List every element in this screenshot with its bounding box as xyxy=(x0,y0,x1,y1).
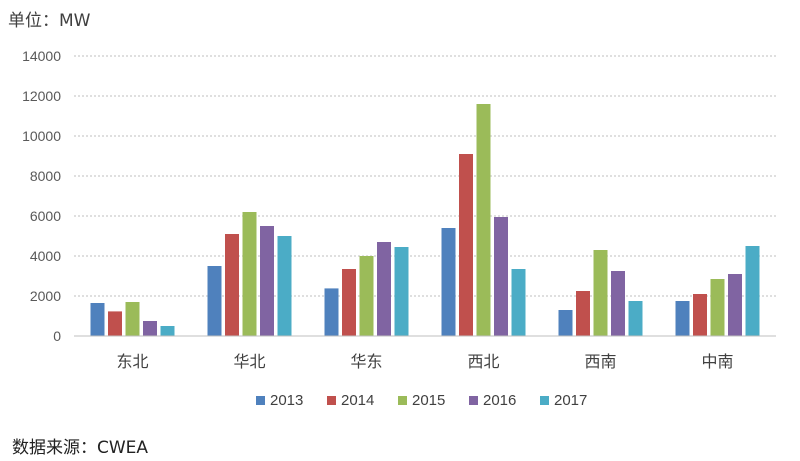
legend-swatch-2014 xyxy=(327,396,336,405)
source-label: 数据来源：CWEA xyxy=(12,438,149,458)
bar-2015-0 xyxy=(125,302,140,336)
bar-2015-4 xyxy=(593,250,608,336)
y-tick-label: 4000 xyxy=(30,248,61,264)
y-tick-label: 2000 xyxy=(30,288,61,304)
bar-2015-5 xyxy=(710,279,725,336)
bar-2016-4 xyxy=(611,271,625,336)
x-axis-categories: 东北 华北 华东 西北 西南 中南 xyxy=(116,352,733,371)
legend-label: 2016 xyxy=(483,392,516,409)
bar-2017-3 xyxy=(511,269,526,336)
bar-2017-5 xyxy=(745,246,760,336)
x-category-label: 中南 xyxy=(701,352,733,371)
bar-2015-1 xyxy=(242,212,257,336)
bar-2013-2 xyxy=(324,288,339,336)
bar-2015-2 xyxy=(359,256,374,336)
y-tick-label: 14000 xyxy=(22,48,61,64)
x-category-label: 西北 xyxy=(467,352,499,371)
legend-label: 2017 xyxy=(554,392,587,409)
bar-2014-4 xyxy=(576,291,590,336)
legend-swatch-2017 xyxy=(540,396,549,405)
x-category-label: 华东 xyxy=(350,352,382,371)
x-category-label: 西南 xyxy=(584,352,616,371)
y-tick-label: 12000 xyxy=(22,88,61,104)
bar-2014-0 xyxy=(108,311,122,336)
bar-2014-1 xyxy=(225,234,239,336)
bar-2016-2 xyxy=(377,242,391,336)
legend-label: 2013 xyxy=(270,392,303,409)
bar-2013-0 xyxy=(90,303,105,336)
y-tick-label: 8000 xyxy=(30,168,61,184)
x-category-label: 东北 xyxy=(116,352,148,371)
bar-2014-3 xyxy=(459,154,473,336)
unit-label: 单位：MW xyxy=(8,11,91,31)
bar-2014-2 xyxy=(342,269,356,336)
y-tick-label: 10000 xyxy=(22,128,61,144)
bars xyxy=(90,104,760,336)
bar-2015-3 xyxy=(476,104,491,336)
y-tick-label: 6000 xyxy=(30,208,61,224)
legend-label: 2014 xyxy=(341,392,374,409)
bar-2014-5 xyxy=(693,294,707,336)
bar-2013-3 xyxy=(441,228,456,336)
bar-2017-4 xyxy=(628,301,643,336)
x-category-label: 华北 xyxy=(233,352,265,371)
bar-2016-0 xyxy=(143,321,157,336)
y-axis-ticks: 0 2000 4000 6000 8000 10000 12000 14000 xyxy=(22,48,61,344)
legend-swatch-2015 xyxy=(398,396,407,405)
bar-2013-4 xyxy=(558,310,573,336)
bar-2013-1 xyxy=(207,266,222,336)
gridlines xyxy=(74,55,776,297)
y-tick-label: 0 xyxy=(53,328,61,344)
legend-label: 2015 xyxy=(412,392,445,409)
legend-swatch-2016 xyxy=(469,396,478,405)
legend-swatch-2013 xyxy=(256,396,265,405)
bar-2016-1 xyxy=(260,226,274,336)
bar-2016-5 xyxy=(728,274,742,336)
bar-2013-5 xyxy=(675,301,690,336)
bar-2017-0 xyxy=(160,326,175,336)
bar-2017-1 xyxy=(277,236,292,336)
bar-2017-2 xyxy=(394,247,409,336)
legend: 2013 2014 2015 2016 2017 xyxy=(256,392,587,409)
bar-2016-3 xyxy=(494,217,508,336)
